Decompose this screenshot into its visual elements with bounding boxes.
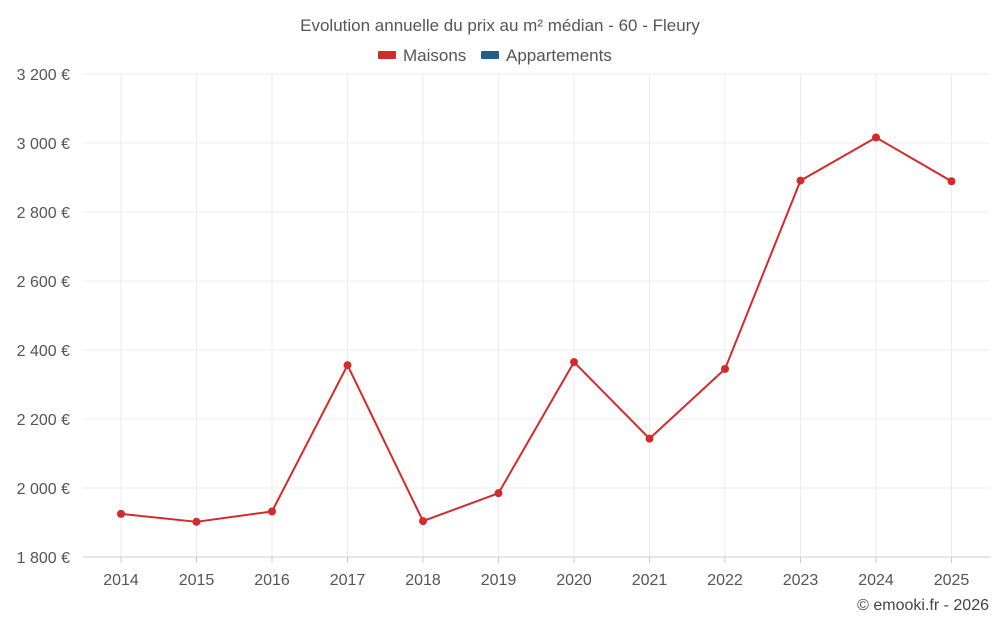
data-point-maisons-2022[interactable] <box>721 364 729 373</box>
legend-label-appartements: Appartements <box>506 46 612 65</box>
legend-label-maisons: Maisons <box>403 46 466 65</box>
data-point-maisons-2024[interactable] <box>872 133 880 142</box>
data-point-maisons-2023[interactable] <box>796 176 805 185</box>
x-tick-label: 2022 <box>707 572 743 589</box>
y-tick-label: 1 800 € <box>17 550 70 567</box>
y-tick-label: 2 800 € <box>17 205 70 222</box>
x-tick-label: 2021 <box>632 572 668 589</box>
data-point-maisons-2016[interactable] <box>268 507 276 516</box>
x-tick-label: 2015 <box>179 572 215 589</box>
x-tick-label: 2024 <box>858 572 894 589</box>
data-point-maisons-2019[interactable] <box>494 489 503 498</box>
credit-text: © emooki.fr - 2026 <box>857 597 989 614</box>
x-tick-label: 2023 <box>783 572 819 589</box>
legend-item-appartements[interactable]: Appartements <box>481 46 612 65</box>
data-point-maisons-2014[interactable] <box>117 509 125 518</box>
series-line-maisons <box>120 136 953 523</box>
y-tick-label: 3 200 € <box>17 67 70 84</box>
y-tick-label: 3 000 € <box>17 136 70 153</box>
data-point-maisons-2017[interactable] <box>343 361 352 370</box>
x-tick-label: 2018 <box>405 572 441 589</box>
x-tick-label: 2020 <box>556 572 592 589</box>
x-tick-label: 2014 <box>103 572 139 589</box>
data-point-maisons-2025[interactable] <box>947 177 956 186</box>
data-point-maisons-2021[interactable] <box>645 434 654 443</box>
grid <box>83 73 990 558</box>
x-tick-label: 2016 <box>254 572 290 589</box>
x-tick-label: 2019 <box>481 572 517 589</box>
legend-swatch-maisons <box>378 51 396 59</box>
x-tick-label: 2017 <box>330 572 366 589</box>
legend-item-maisons[interactable]: Maisons <box>378 46 466 65</box>
series-layer <box>117 133 956 526</box>
y-tick-label: 2 000 € <box>17 481 70 498</box>
y-tick-label: 2 400 € <box>17 343 70 360</box>
y-tick-label: 2 600 € <box>17 274 70 291</box>
data-point-maisons-2020[interactable] <box>570 358 578 367</box>
x-tick-label: 2025 <box>934 572 970 589</box>
legend: Maisons Appartements <box>378 46 612 65</box>
y-tick-label: 2 200 € <box>17 412 70 429</box>
legend-swatch-appartements <box>481 51 499 59</box>
chart-title: Evolution annuelle du prix au m² médian … <box>300 16 700 35</box>
data-point-maisons-2015[interactable] <box>192 517 201 526</box>
axes: 1 800 € 2 000 € 2 200 € 2 400 € 2 600 € 2 800… <box>17 67 990 589</box>
data-point-maisons-2018[interactable] <box>419 517 427 526</box>
